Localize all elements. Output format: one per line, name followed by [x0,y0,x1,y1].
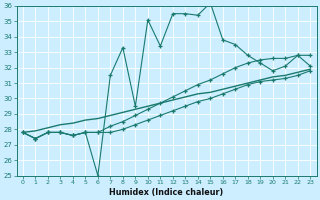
X-axis label: Humidex (Indice chaleur): Humidex (Indice chaleur) [109,188,224,197]
